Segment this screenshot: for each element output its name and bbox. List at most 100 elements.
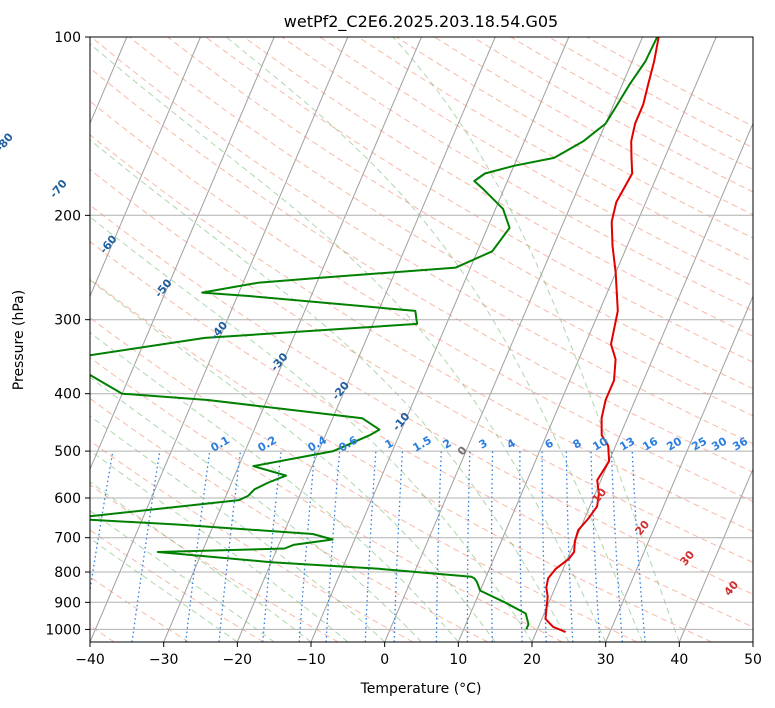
- dry-adiabat: [90, 356, 563, 642]
- isotherm-label: -70: [47, 177, 70, 201]
- y-tick-label: 600: [54, 491, 81, 507]
- y-tick-label: 800: [54, 565, 81, 581]
- isotherm-label: -10: [390, 410, 413, 434]
- mixing-ratio-label: 2: [441, 437, 454, 452]
- x-tick-label: 10: [449, 652, 467, 668]
- dry-adiabat: [90, 529, 264, 642]
- mixing-ratio-line: [262, 451, 282, 642]
- mixing-ratio-line: [610, 451, 624, 642]
- y-tick-label: 400: [54, 387, 81, 403]
- chart-title: wetPf2_C2E6.2025.203.18.54.G05: [284, 12, 558, 32]
- dry-adiabat: [90, 484, 339, 642]
- y-axis-title: Pressure (hPa): [11, 290, 27, 390]
- mixing-ratio-line: [631, 451, 646, 642]
- moist-adiabat-label: 30: [677, 548, 697, 568]
- moist-adiabat: [90, 510, 275, 642]
- moist-adiabat: [90, 331, 459, 642]
- isotherm-line: [163, 37, 422, 642]
- y-tick-label: 900: [54, 595, 81, 611]
- x-tick-label: 30: [597, 652, 615, 668]
- dry-adiabat: [90, 278, 712, 642]
- mixing-ratio-line: [466, 451, 471, 642]
- x-tick-label: −40: [75, 652, 105, 668]
- y-tick-label: 1000: [45, 622, 81, 638]
- isotherm-line: [605, 295, 753, 642]
- mixing-ratio-line: [131, 451, 161, 642]
- mixing-ratio-line: [435, 451, 442, 642]
- isotherm-line: [90, 37, 349, 642]
- mixing-ratio-label: 1: [383, 437, 396, 452]
- x-tick-label: 40: [670, 652, 688, 668]
- moist-adiabat: [90, 139, 570, 642]
- mixing-ratio-label: 8: [571, 437, 584, 452]
- background-lines: [90, 37, 753, 642]
- moist-adiabat: [90, 279, 496, 642]
- mixing-ratio-line: [298, 451, 316, 642]
- mixing-ratio-line: [519, 451, 523, 642]
- y-tick-label: 200: [54, 208, 81, 224]
- dry-adiabat: [129, 37, 753, 417]
- x-tick-label: 0: [380, 652, 389, 668]
- dry-adiabat: [243, 37, 753, 337]
- isotherm-line: [457, 37, 717, 642]
- mixing-ratio-label: 3: [477, 437, 490, 452]
- mixing-ratio-label: 4: [505, 436, 518, 451]
- dry-adiabat: [548, 37, 753, 149]
- isotherm-line: [384, 37, 643, 642]
- dry-adiabat: [510, 37, 753, 171]
- profile-lines: [90, 37, 660, 633]
- x-tick-label: −10: [296, 652, 326, 668]
- isotherm-label: -30: [268, 350, 291, 374]
- dry-adiabat: [90, 397, 488, 642]
- dry-adiabat: [90, 37, 753, 445]
- dry-adiabat: [90, 204, 753, 595]
- dry-adiabat: [90, 168, 753, 564]
- isotherm-label: -80: [0, 130, 16, 154]
- dry-adiabat: [357, 37, 753, 263]
- mixing-ratio-line: [185, 451, 211, 642]
- mixing-ratio-line: [590, 451, 601, 642]
- moist-adiabat-label: 40: [721, 578, 741, 598]
- moist-adiabat: [90, 537, 238, 642]
- dry-adiabat: [90, 134, 753, 533]
- dry-adiabat: [90, 241, 753, 628]
- mixing-ratio-label: 6: [543, 436, 556, 451]
- isotherm-line: [90, 37, 275, 471]
- dry-adiabat: [90, 317, 638, 642]
- moist-adiabat: [90, 481, 312, 642]
- y-tick-label: 700: [54, 531, 81, 547]
- isotherm-line: [752, 640, 753, 642]
- moist-adiabat: [392, 37, 680, 642]
- plot-frame: [89, 36, 754, 643]
- isotherm-label: -60: [97, 232, 120, 256]
- isotherm-label: -20: [329, 379, 352, 403]
- x-tick-label: 50: [744, 652, 762, 668]
- x-axis-ticks: −40 −30 −20 −10 0 10 20 30 40 50: [75, 642, 762, 668]
- mixing-ratio-line: [364, 451, 377, 642]
- mixing-ratio-line: [490, 451, 494, 642]
- dry-adiabat: [281, 37, 753, 312]
- mixing-ratio-line: [393, 451, 404, 642]
- isotherm-line: [90, 37, 201, 298]
- x-tick-label: −20: [223, 652, 253, 668]
- moist-adiabat: [90, 43, 607, 642]
- mixing-ratio-line: [565, 451, 574, 642]
- y-axis-ticks: 1000 900 800 700 600 500 400 300 200 100: [45, 30, 90, 638]
- moist-adiabat: [90, 415, 386, 642]
- temperature-profile: [544, 37, 660, 633]
- y-tick-label: 300: [54, 313, 81, 329]
- mixing-ratio-line: [90, 450, 114, 594]
- dry-adiabat: [586, 37, 753, 127]
- mixing-ratio-line: [325, 451, 341, 642]
- x-tick-label: −30: [149, 652, 179, 668]
- dry-adiabat: [90, 100, 753, 503]
- y-tick-label: 500: [54, 444, 81, 460]
- isotherm-line: [236, 37, 496, 642]
- mixing-ratio-line: [218, 451, 242, 642]
- dry-adiabat: [434, 37, 753, 216]
- moist-adiabat: [225, 37, 643, 642]
- moist-adiabat: [90, 216, 533, 642]
- x-tick-label: 20: [523, 652, 541, 668]
- y-tick-label: 100: [54, 30, 81, 46]
